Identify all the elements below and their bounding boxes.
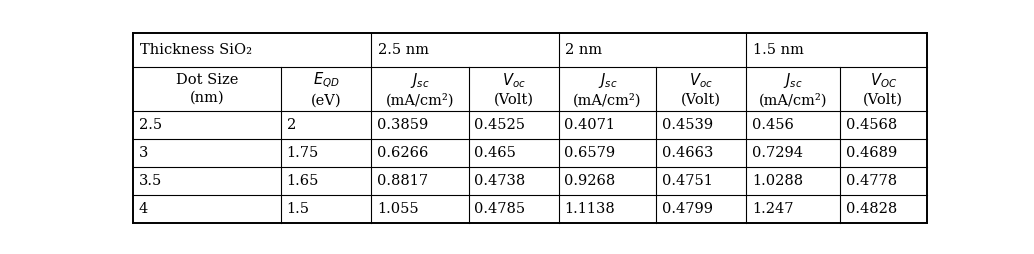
Text: 0.4539: 0.4539 xyxy=(662,118,712,132)
Text: 1.75: 1.75 xyxy=(286,146,318,160)
Text: 1.5 nm: 1.5 nm xyxy=(753,43,803,57)
Text: 2 nm: 2 nm xyxy=(566,43,603,57)
Text: 4: 4 xyxy=(139,202,148,216)
Text: $V_{oc}$
(Volt): $V_{oc}$ (Volt) xyxy=(681,71,721,107)
Text: 0.4799: 0.4799 xyxy=(662,202,712,216)
Text: 0.6266: 0.6266 xyxy=(376,146,428,160)
Text: 1.5: 1.5 xyxy=(286,202,310,216)
Text: 1.247: 1.247 xyxy=(752,202,793,216)
Text: 2.5 nm: 2.5 nm xyxy=(377,43,429,57)
Text: 0.4568: 0.4568 xyxy=(846,118,896,132)
Text: 2: 2 xyxy=(286,118,296,132)
Text: 0.8817: 0.8817 xyxy=(376,174,428,188)
Text: $E_{QD}$
(eV): $E_{QD}$ (eV) xyxy=(311,71,341,107)
Text: Thickness SiO₂: Thickness SiO₂ xyxy=(140,43,251,57)
Text: 0.4738: 0.4738 xyxy=(475,174,525,188)
Text: 3.5: 3.5 xyxy=(139,174,162,188)
Text: $J_{sc}$
(mA/cm²): $J_{sc}$ (mA/cm²) xyxy=(759,71,827,107)
Text: $V_{oc}$
(Volt): $V_{oc}$ (Volt) xyxy=(493,71,534,107)
Text: 0.7294: 0.7294 xyxy=(752,146,802,160)
Text: $V_{OC}$
(Volt): $V_{OC}$ (Volt) xyxy=(863,71,904,107)
Text: 0.4785: 0.4785 xyxy=(475,202,525,216)
Text: 3: 3 xyxy=(139,146,148,160)
Text: 1.0288: 1.0288 xyxy=(752,174,803,188)
Text: 0.3859: 0.3859 xyxy=(376,118,428,132)
Text: 0.6579: 0.6579 xyxy=(565,146,615,160)
Text: 1.65: 1.65 xyxy=(286,174,320,188)
Text: 0.9268: 0.9268 xyxy=(565,174,615,188)
Text: 0.4751: 0.4751 xyxy=(662,174,712,188)
Text: 0.4778: 0.4778 xyxy=(846,174,896,188)
Text: 0.4663: 0.4663 xyxy=(662,146,713,160)
Text: 0.4828: 0.4828 xyxy=(846,202,896,216)
Text: 0.456: 0.456 xyxy=(752,118,794,132)
Text: 1.055: 1.055 xyxy=(376,202,419,216)
Text: Dot Size
(nm): Dot Size (nm) xyxy=(176,73,239,105)
Text: $J_{sc}$
(mA/cm²): $J_{sc}$ (mA/cm²) xyxy=(573,71,642,107)
Text: $J_{sc}$
(mA/cm²): $J_{sc}$ (mA/cm²) xyxy=(386,71,454,107)
Text: 0.4525: 0.4525 xyxy=(475,118,525,132)
Text: 0.4689: 0.4689 xyxy=(846,146,896,160)
Text: 1.1138: 1.1138 xyxy=(565,202,615,216)
Text: 0.4071: 0.4071 xyxy=(565,118,615,132)
Text: 2.5: 2.5 xyxy=(139,118,162,132)
Text: 0.465: 0.465 xyxy=(475,146,516,160)
